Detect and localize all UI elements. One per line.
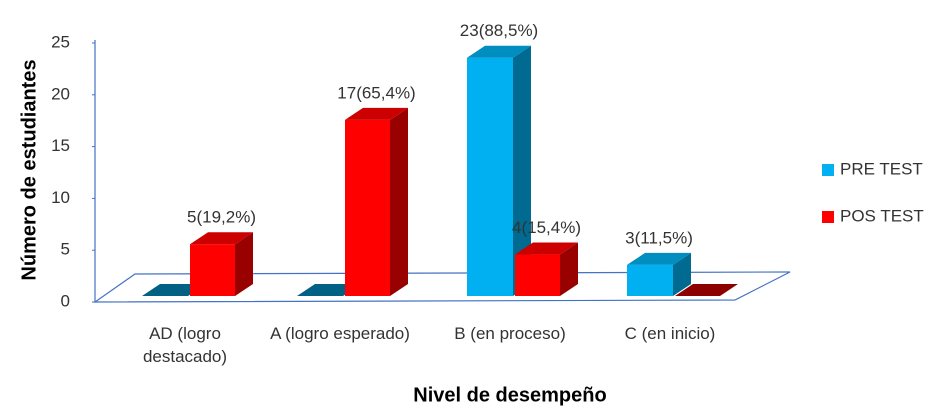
y-axis-title: Número de estudiantes <box>18 59 40 280</box>
bar <box>627 264 673 296</box>
legend-swatch <box>822 164 834 176</box>
y-tick-label: 20 <box>51 84 70 103</box>
data-label: 17(65,4%) <box>337 83 415 102</box>
data-label: 4(15,4%) <box>512 218 581 237</box>
bar-top <box>675 284 738 296</box>
bar-side <box>513 45 531 296</box>
data-label: 3(11,5%) <box>625 228 693 247</box>
bar-top <box>190 232 253 245</box>
bar <box>515 254 560 296</box>
y-tick-label: 10 <box>51 188 70 207</box>
bar-top <box>467 45 531 58</box>
y-tick-label: 25 <box>51 32 70 51</box>
legend-label: PRE TEST <box>840 159 923 178</box>
legend-swatch <box>822 211 834 223</box>
x-tick-label: C (en inicio) <box>624 324 716 343</box>
data-label: 23(88,5%) <box>460 21 538 40</box>
bar-side <box>390 107 408 296</box>
bar <box>467 57 513 296</box>
bar <box>345 119 390 296</box>
legend-label: POS TEST <box>840 206 924 225</box>
x-tick-label: A (logro esperado) <box>270 324 410 343</box>
bar-side <box>560 242 578 296</box>
y-tick-label: 5 <box>61 240 70 259</box>
bar <box>190 244 235 296</box>
y-tick-label: 15 <box>51 136 70 155</box>
x-tick-label: AD (logro destacado) <box>142 324 228 366</box>
data-label: 5(19,2%) <box>187 208 256 227</box>
floor <box>93 271 791 303</box>
bar-top <box>627 252 691 265</box>
y-tick-label: 0 <box>61 291 70 310</box>
bar-top <box>345 107 408 120</box>
bar-side <box>235 232 253 296</box>
bar-top <box>515 242 578 255</box>
x-tick-label: B (en proceso) <box>454 324 566 343</box>
x-axis-title: Nivel de desempeño <box>413 384 606 406</box>
bar-side <box>673 252 691 296</box>
